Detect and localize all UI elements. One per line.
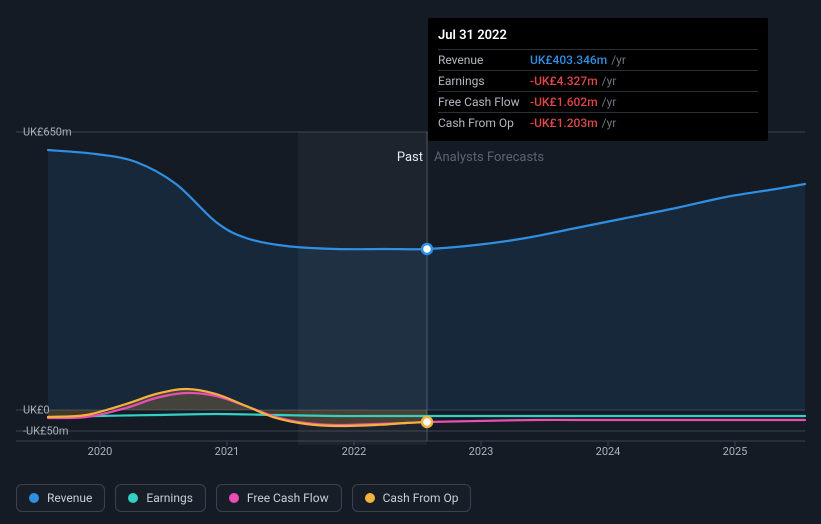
legend-label: Revenue: [47, 491, 92, 505]
chart-legend: Revenue Earnings Free Cash Flow Cash From O…: [16, 484, 471, 512]
tooltip-row-value: UK£403.346m: [530, 53, 607, 67]
past-label: Past: [397, 150, 423, 165]
y-axis-label: -UK£50m: [23, 425, 68, 438]
tooltip-row: Earnings-UK£4.327m/yr: [438, 71, 758, 92]
x-axis-labels: 2020 2021 2022 2023 2024 2025: [16, 445, 805, 465]
x-axis-label: 2025: [723, 445, 748, 458]
x-axis-label: 2020: [88, 445, 113, 458]
legend-label: Cash From Op: [383, 491, 459, 505]
tooltip-row-unit: /yr: [611, 53, 626, 67]
legend-dot-icon: [128, 493, 138, 503]
forecast-label: Analysts Forecasts: [434, 150, 544, 165]
legend-item-free-cash-flow[interactable]: Free Cash Flow: [216, 484, 342, 512]
legend-item-earnings[interactable]: Earnings: [115, 484, 206, 512]
tooltip-row-value: -UK£4.327m: [530, 74, 598, 88]
tooltip-row-value: -UK£1.602m: [530, 95, 598, 109]
x-axis-label: 2024: [596, 445, 621, 458]
tooltip-row-unit: /yr: [602, 116, 617, 130]
tooltip-row-label: Free Cash Flow: [438, 95, 530, 109]
x-axis-label: 2023: [469, 445, 494, 458]
y-axis-label: UK£650m: [23, 126, 72, 139]
legend-label: Earnings: [146, 491, 193, 505]
legend-dot-icon: [365, 493, 375, 503]
x-axis-label: 2021: [215, 445, 240, 458]
legend-dot-icon: [29, 493, 39, 503]
tooltip-rows: RevenueUK£403.346m/yrEarnings-UK£4.327m/…: [438, 50, 758, 133]
tooltip-row-label: Earnings: [438, 74, 530, 88]
legend-item-cash-from-op[interactable]: Cash From Op: [352, 484, 472, 512]
chart-tooltip: Jul 31 2022 RevenueUK£403.346m/yrEarning…: [428, 18, 768, 141]
tooltip-row-label: Cash From Op: [438, 116, 530, 130]
tooltip-row-unit: /yr: [602, 95, 617, 109]
series-marker: [422, 244, 432, 254]
tooltip-row: RevenueUK£403.346m/yr: [438, 50, 758, 71]
legend-label: Free Cash Flow: [247, 491, 329, 505]
tooltip-row: Free Cash Flow-UK£1.602m/yr: [438, 92, 758, 113]
x-axis-label: 2022: [342, 445, 367, 458]
tooltip-row: Cash From Op-UK£1.203m/yr: [438, 113, 758, 133]
legend-item-revenue[interactable]: Revenue: [16, 484, 105, 512]
tooltip-date: Jul 31 2022: [438, 24, 758, 50]
tooltip-row-label: Revenue: [438, 53, 530, 67]
y-axis-label: UK£0: [23, 404, 50, 417]
series-marker: [422, 417, 432, 427]
legend-dot-icon: [229, 493, 239, 503]
tooltip-row-value: -UK£1.203m: [530, 116, 598, 130]
tooltip-row-unit: /yr: [602, 74, 617, 88]
